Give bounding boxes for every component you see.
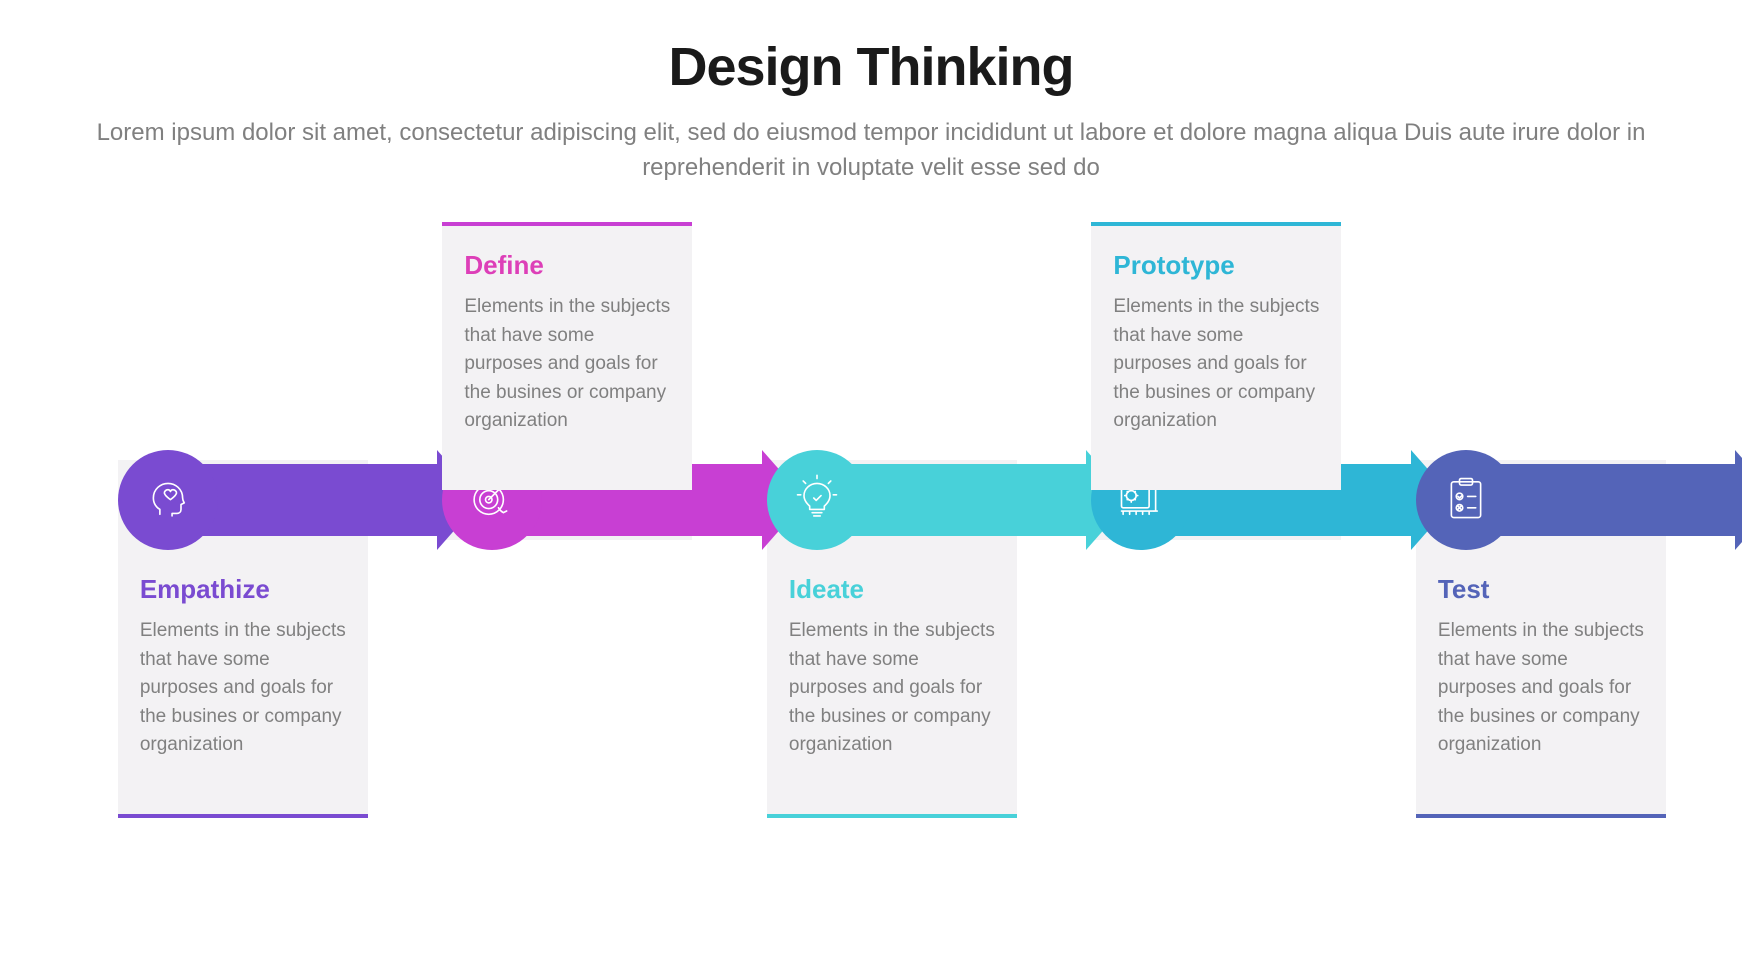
stage-body-test: Elements in the subjects that have some … <box>1438 617 1644 760</box>
stage-title-empathize: Empathize <box>140 574 346 605</box>
header: Design Thinking Lorem ipsum dolor sit am… <box>0 0 1742 186</box>
head-heart-icon <box>142 472 194 529</box>
clipboard-icon <box>1440 472 1492 529</box>
stage-card-test: Test Elements in the subjects that have s… <box>1416 550 1666 818</box>
stage-card-ideate: Ideate Elements in the subjects that have… <box>767 550 1017 818</box>
bulb-icon <box>791 472 843 529</box>
stage-body-define: Elements in the subjects that have some … <box>464 293 670 436</box>
stage-body-prototype: Elements in the subjects that have some … <box>1113 293 1319 436</box>
stage-body-ideate: Elements in the subjects that have some … <box>789 617 995 760</box>
arrow-empathize <box>176 464 481 536</box>
stage-card-prototype: Prototype Elements in the subjects that h… <box>1091 222 1341 490</box>
stage-title-test: Test <box>1438 574 1644 605</box>
page-subtitle: Lorem ipsum dolor sit amet, consectetur … <box>91 116 1651 186</box>
test-circle <box>1416 450 1516 550</box>
empathize-circle <box>118 450 218 550</box>
stage-title-prototype: Prototype <box>1113 250 1319 281</box>
stage-body-empathize: Elements in the subjects that have some … <box>140 617 346 760</box>
stage-card-define: Define Elements in the subjects that have… <box>442 222 692 490</box>
stage-title-ideate: Ideate <box>789 574 995 605</box>
ideate-circle <box>767 450 867 550</box>
arrow-ideate <box>825 464 1130 536</box>
stage-card-empathize: Empathize Elements in the subjects that h… <box>118 550 368 818</box>
page-title: Design Thinking <box>0 36 1742 98</box>
stage-title-define: Define <box>464 250 670 281</box>
